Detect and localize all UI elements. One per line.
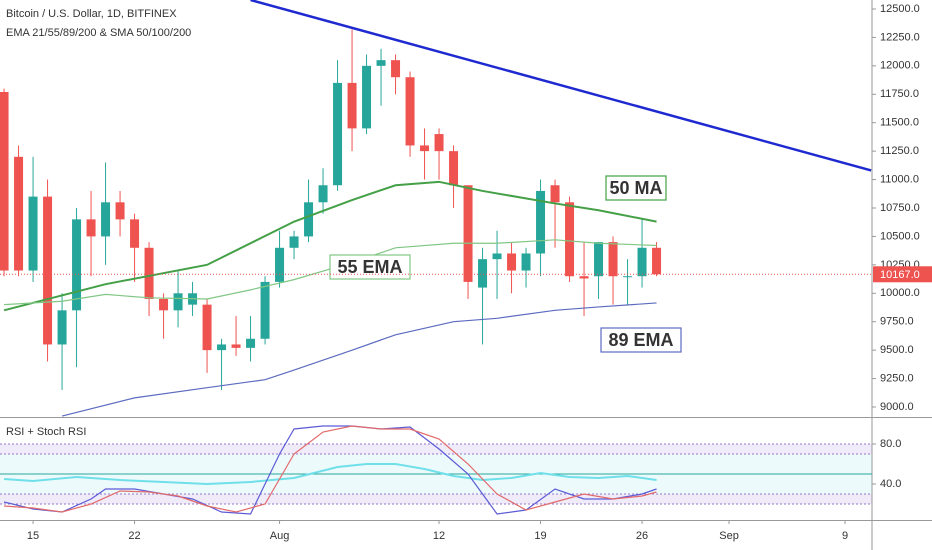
x-tick-label: Sep: [719, 530, 739, 542]
candle-body: [130, 219, 140, 248]
candle-body: [275, 247, 285, 282]
moving-average-line: [61, 302, 657, 417]
candle-body: [347, 82, 357, 129]
candle-body: [507, 253, 517, 271]
candle-body: [478, 259, 488, 288]
x-tick-label: 26: [636, 530, 648, 542]
y-tick-label: 11500.0: [880, 117, 919, 129]
indicator-line: [4, 425, 657, 513]
candle-body: [376, 60, 386, 66]
candle-body: [420, 145, 430, 152]
chart-subtitle: EMA 21/55/89/200 & SMA 50/100/200: [6, 27, 191, 39]
annotation-label: 50 MA: [609, 178, 662, 198]
moving-average-line: [4, 239, 657, 306]
pane-title: RSI + Stoch RSI: [6, 426, 86, 438]
y-tick-label: 10500.0: [880, 230, 920, 242]
candle-body: [637, 247, 647, 277]
last-price-tag: [873, 266, 932, 283]
candle-body: [434, 134, 444, 152]
last-price-label: 10167.0: [880, 269, 920, 281]
candle-body: [608, 242, 618, 277]
y-tick-label: 12000.0: [880, 60, 920, 72]
y-tick-label: 9500.0: [880, 344, 914, 356]
candle-body: [652, 247, 662, 275]
x-tick-label: 9: [842, 530, 848, 542]
candle-body: [217, 344, 227, 351]
moving-average-line: [3, 180, 657, 312]
trendline: [250, 0, 872, 172]
x-tick-label: 19: [534, 530, 546, 542]
candle-body: [14, 156, 24, 271]
candle-body: [231, 344, 241, 348]
y-tick-label: 40.0: [880, 478, 901, 490]
candle-body: [202, 304, 212, 351]
candle-body: [623, 276, 633, 278]
y-tick-label: 9250.0: [880, 372, 914, 384]
y-tick-label: 11250.0: [880, 145, 919, 157]
candle-body: [579, 276, 589, 279]
y-tick-label: 12250.0: [880, 31, 920, 43]
y-tick-label: 12500.0: [880, 3, 920, 15]
candle-body: [72, 219, 82, 311]
candle-body: [173, 293, 183, 311]
candle-body: [594, 242, 604, 277]
y-tick-label: 11750.0: [880, 88, 919, 100]
candle-body: [246, 338, 256, 348]
y-tick-label: 80.0: [880, 438, 901, 450]
y-tick-label: 9750.0: [880, 316, 914, 328]
annotation-box: [329, 254, 411, 280]
y-tick-label: 10750.0: [880, 202, 920, 214]
candle-body: [57, 310, 67, 345]
indicator-line: [3, 425, 657, 515]
y-tick-label: 10000.0: [880, 287, 920, 299]
candle-body: [333, 82, 343, 186]
candle-body: [28, 196, 38, 271]
candle-body: [536, 190, 546, 254]
candle-body: [115, 202, 125, 220]
candle-body: [43, 196, 53, 345]
candle-body: [449, 151, 459, 186]
candle-body: [463, 185, 473, 282]
annotation-label: 89 EMA: [608, 330, 673, 350]
candle-body: [362, 65, 372, 129]
candle-body: [289, 236, 299, 248]
candle-body: [492, 253, 502, 260]
candle-body: [318, 185, 328, 203]
band: [0, 494, 872, 504]
candle-body: [144, 247, 154, 299]
x-tick-label: Aug: [270, 530, 290, 542]
band: [0, 444, 872, 454]
candle-body: [0, 91, 9, 271]
candle-body: [391, 60, 401, 78]
candle-body: [405, 77, 415, 146]
candle-body: [565, 202, 575, 277]
x-tick-label: 15: [27, 530, 39, 542]
chart-title: Bitcoin / U.S. Dollar, 1D, BITFINEX: [6, 8, 177, 20]
annotation-box: [605, 175, 667, 201]
indicator-line: [3, 463, 657, 486]
y-tick-label: 9000.0: [880, 401, 914, 413]
x-tick-label: 22: [128, 530, 140, 542]
annotation-label: 55 EMA: [337, 257, 402, 277]
x-tick-label: 12: [433, 530, 445, 542]
candle-body: [101, 202, 111, 237]
candle-body: [550, 185, 560, 203]
annotation-box: [600, 327, 682, 353]
candle-body: [159, 298, 169, 311]
candle-body: [260, 281, 270, 339]
y-tick-label: 11000.0: [880, 173, 919, 185]
candle-body: [86, 219, 96, 237]
candle-body: [304, 202, 314, 237]
candle-body: [521, 253, 531, 271]
